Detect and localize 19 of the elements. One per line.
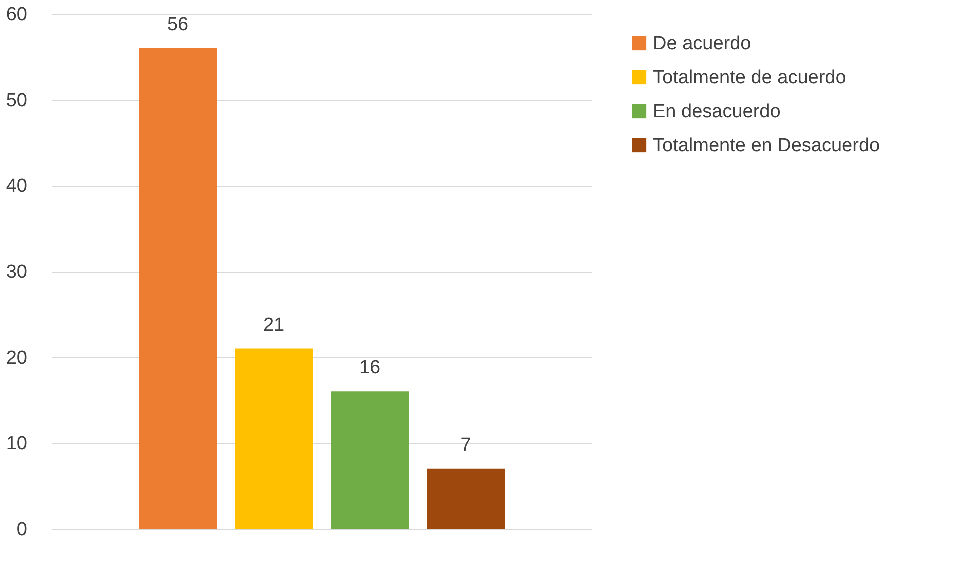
legend-label: Totalmente en Desacuerdo [653, 136, 880, 156]
bar [427, 468, 505, 529]
legend-label: Totalmente de acuerdo [653, 68, 846, 88]
data-label: 7 [460, 434, 472, 456]
y-tick-label: 50 [6, 90, 28, 112]
y-tick-label: 30 [6, 262, 28, 283]
data-label: 56 [167, 14, 189, 36]
data-label: 21 [263, 314, 285, 336]
y-tick-label: 40 [6, 176, 28, 198]
bar [235, 348, 313, 529]
bar [331, 392, 409, 529]
bar [139, 48, 217, 529]
y-tick-label: 0 [16, 520, 28, 540]
y-tick-label: 10 [6, 434, 28, 455]
y-tick-label: 60 [6, 4, 28, 26]
y-tick-label: 20 [6, 348, 28, 369]
legend-label: De acuerdo [653, 34, 752, 54]
data-label: 16 [359, 358, 381, 379]
legend-label: En desacuerdo [653, 102, 781, 122]
